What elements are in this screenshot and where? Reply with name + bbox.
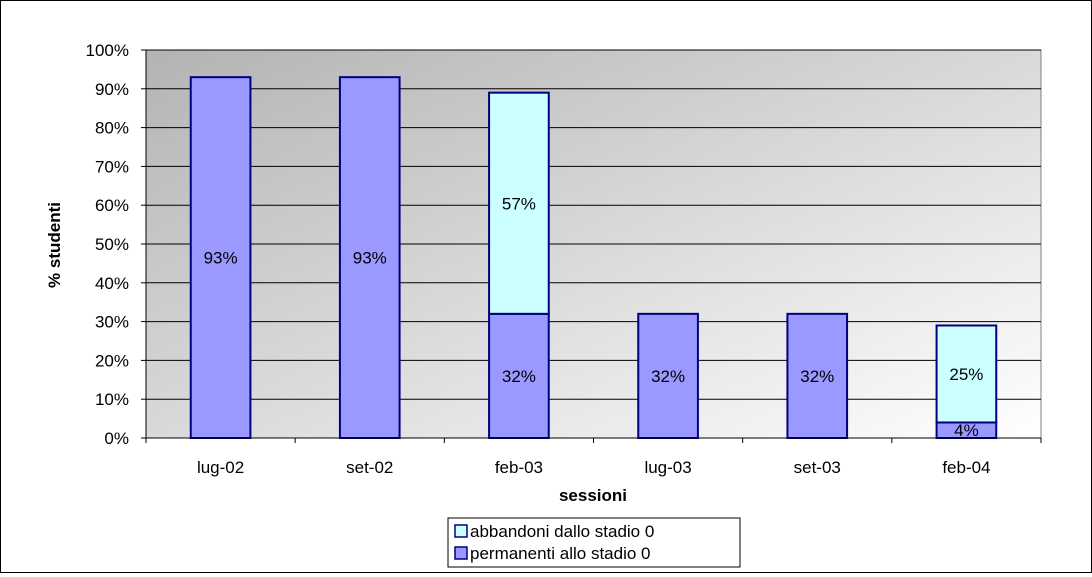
bar-segment [488,312,550,439]
y-tick-label: 100% [86,41,129,60]
y-tick-label: 10% [95,390,129,409]
legend-label: permanenti allo stadio 0 [470,544,651,563]
bar-segment [637,312,699,439]
data-label: 25% [949,365,983,384]
x-tick-label: feb-03 [495,458,543,477]
y-tick-label: 20% [95,351,129,370]
x-tick-label: feb-04 [942,458,990,477]
legend-label: abbandoni dallo stadio 0 [470,522,654,541]
data-labels: 93% 93% 32% 57% 32% 32% 4% 25% [204,194,984,440]
y-axis-title: % studenti [45,202,64,288]
data-label: 32% [800,367,834,386]
data-label: 4% [954,421,979,440]
x-tick-label: set-02 [346,458,393,477]
y-tick-label: 80% [95,119,129,138]
data-label: 32% [502,367,536,386]
y-tick-label: 50% [95,235,129,254]
data-label: 93% [204,249,238,268]
x-axis-title: sessioni [559,486,627,505]
data-label: 57% [502,194,536,213]
data-label: 93% [353,249,387,268]
data-label: 32% [651,367,685,386]
gridlines [146,49,1041,400]
x-tick-label: set-03 [794,458,841,477]
y-tick-labels: 0% 10% 20% 30% 40% 50% 60% 70% 80% 90% 100% [86,41,129,448]
bar-segment [488,91,550,315]
legend: abbandoni dallo stadio 0 permanenti allo … [447,517,741,568]
legend-swatch [454,524,468,538]
y-tick-label: 0% [104,429,129,448]
axes [141,49,1042,443]
y-tick-label: 40% [95,274,129,293]
legend-swatch [454,546,468,560]
x-tick-label: lug-03 [644,458,691,477]
y-tick-label: 60% [95,196,129,215]
x-tick-labels: lug-02 set-02 feb-03 lug-03 set-03 feb-04 [197,458,991,477]
bar-segment [189,76,252,439]
legend-box [447,517,741,568]
bar-segment [935,324,998,424]
y-tick-label: 90% [95,80,129,99]
y-tick-label: 30% [95,313,129,332]
x-tick-label: lug-02 [197,458,244,477]
y-tick-label: 70% [95,157,129,176]
bar-segment [786,312,849,439]
